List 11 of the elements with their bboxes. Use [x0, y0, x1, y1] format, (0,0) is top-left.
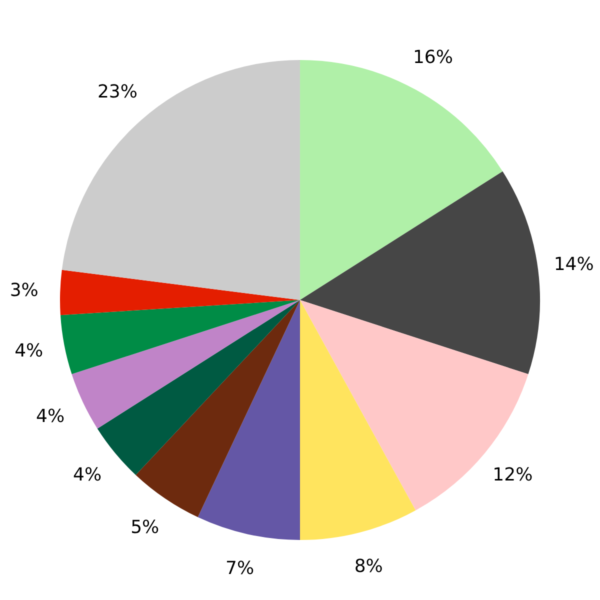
data-label: 4% — [73, 464, 102, 486]
data-label: 14% — [554, 254, 594, 276]
data-label: 7% — [226, 558, 254, 580]
data-label: 16% — [412, 46, 453, 68]
data-label: 8% — [354, 556, 383, 577]
data-label: 5% — [130, 516, 160, 538]
data-label: 4% — [14, 340, 44, 362]
data-label: 12% — [492, 464, 533, 486]
data-label: 3% — [10, 280, 38, 302]
data-label: 4% — [36, 406, 65, 428]
data-label: 23% — [97, 82, 138, 103]
